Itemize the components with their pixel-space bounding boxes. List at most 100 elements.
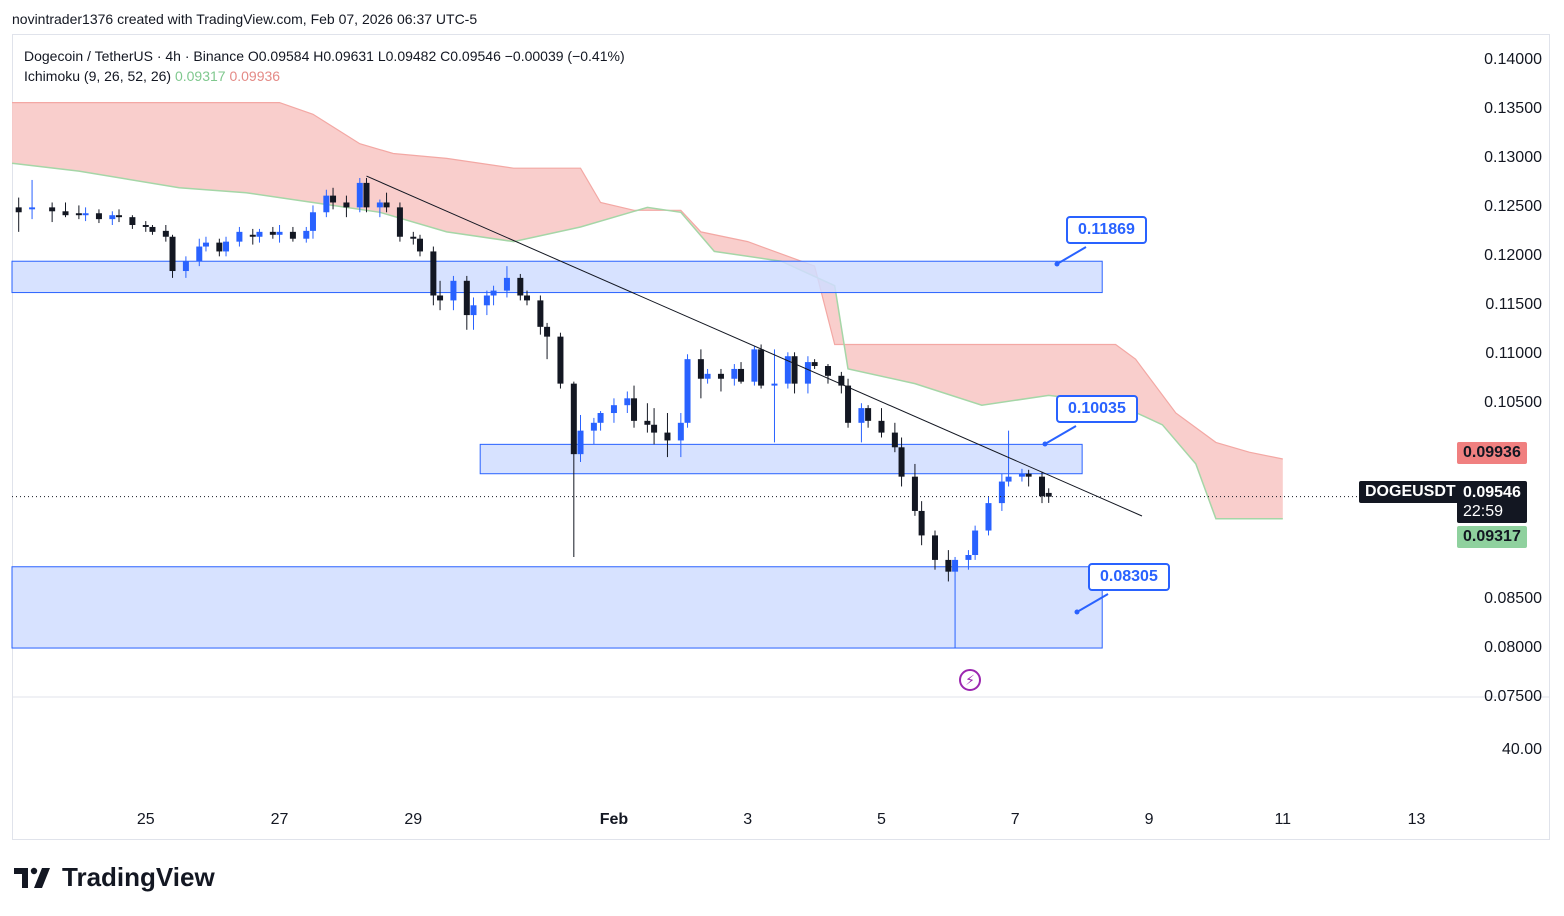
time-tick-label: 3	[743, 811, 753, 828]
callout-upper[interactable]: 0.11869	[1066, 216, 1147, 244]
candle-body	[223, 241, 230, 252]
candle-body	[898, 447, 905, 477]
candle-body	[1025, 473, 1032, 477]
candle-body	[557, 336, 564, 384]
candle-body	[838, 375, 845, 386]
candle-body	[570, 383, 577, 455]
candle-body	[202, 242, 209, 247]
time-tick-label: 11	[1274, 811, 1292, 828]
price-tick-label: 0.14000	[1484, 51, 1542, 69]
candle-body	[811, 362, 818, 367]
time-tick-label: 13	[1407, 811, 1426, 828]
candle-body	[610, 405, 617, 414]
callout-lower-anchor	[1074, 609, 1080, 615]
price-zone-1	[11, 260, 1103, 294]
time-tick-label: 9	[1144, 811, 1154, 828]
candle-body	[463, 280, 470, 316]
candle-body	[269, 231, 276, 235]
candle-body	[804, 362, 811, 384]
bar-countdown: 22:59	[1463, 503, 1504, 520]
candle-body	[751, 349, 758, 382]
candle-body	[82, 213, 89, 216]
candle-body	[918, 510, 925, 536]
candle-body	[216, 242, 223, 252]
cloud-bottom-price-tag: 0.09317	[1457, 526, 1527, 548]
callout-upper-leader	[1056, 246, 1087, 265]
price-tick-label: 0.11500	[1485, 296, 1542, 314]
price-tick-label: 0.12000	[1484, 247, 1542, 265]
candle-body	[343, 202, 350, 208]
time-tick-label: 7	[1010, 811, 1020, 828]
candle-body	[771, 383, 778, 386]
candle-body	[590, 422, 597, 431]
candle-body	[116, 215, 123, 218]
candle-body	[256, 231, 263, 237]
indicator-legend[interactable]: Ichimoku (9, 26, 52, 26) 0.09317 0.09936	[24, 66, 625, 86]
candle-body	[62, 211, 69, 216]
candle-body	[330, 195, 337, 203]
candle-body	[490, 290, 497, 296]
drawing-lines	[12, 175, 1452, 615]
ichimoku-cloud-area	[12, 102, 1283, 519]
callout-lower[interactable]: 0.08305	[1088, 563, 1170, 591]
price-tick-label: 0.11000	[1485, 345, 1542, 363]
candle-body	[697, 359, 704, 379]
candle-body	[15, 207, 22, 213]
candle-body	[182, 261, 189, 272]
candle-body	[363, 182, 370, 208]
last-price-value: 0.09546	[1463, 484, 1521, 501]
candle-body	[376, 202, 383, 208]
candle-body	[865, 408, 872, 421]
tradingview-logo-icon	[14, 867, 50, 888]
callout-middle[interactable]: 0.10035	[1056, 395, 1138, 423]
candle-body	[95, 213, 102, 220]
candle-body	[276, 231, 283, 235]
candle-body	[410, 236, 417, 239]
candle-body	[945, 559, 952, 572]
candle-body	[149, 226, 156, 232]
candle-body	[791, 356, 798, 384]
symbol-tag: DOGEUSDT	[1359, 481, 1462, 503]
candle-body	[517, 277, 524, 296]
price-tick-label: 0.13000	[1484, 149, 1542, 167]
time-tick-label: Feb	[599, 811, 629, 828]
price-tick-label: 0.12500	[1484, 198, 1542, 216]
candle-body	[684, 359, 691, 423]
candle-body	[965, 555, 972, 560]
price-zone-2	[479, 443, 1083, 475]
candle-body	[677, 422, 684, 441]
symbol-info: Dogecoin / TetherUS · 4h · Binance O0.09…	[24, 48, 625, 64]
time-tick-label: 25	[136, 811, 155, 828]
callout-middle-leader	[1044, 425, 1077, 445]
candle-body	[717, 373, 724, 379]
candle-body	[289, 231, 296, 239]
brand-name: TradingView	[62, 862, 215, 892]
candle-body	[845, 385, 852, 423]
price-tick-label: 0.13500	[1484, 100, 1542, 118]
chart-frame	[12, 34, 1550, 840]
last-price-tag: 0.09546 22:59	[1457, 481, 1527, 523]
candle-body	[824, 366, 831, 376]
candle-body	[597, 413, 604, 423]
candle-body	[49, 207, 56, 212]
candle-body	[972, 530, 979, 556]
candle-body	[1045, 492, 1052, 497]
candle-body	[704, 373, 711, 379]
candle-body	[249, 234, 256, 237]
candle-body	[196, 246, 203, 262]
lightning-icon[interactable]: ⚡	[959, 669, 981, 691]
brand-logo[interactable]: TradingView	[14, 862, 215, 893]
candle-body	[784, 356, 791, 384]
candle-body	[450, 280, 457, 301]
candle-body	[998, 481, 1005, 504]
time-tick-label: 5	[877, 811, 886, 828]
candle-body	[952, 559, 959, 572]
candle-body	[437, 295, 444, 301]
candle-body	[985, 503, 992, 531]
price-tick-label: 0.07500	[1484, 688, 1542, 705]
candle-body	[524, 295, 531, 301]
candle-body	[470, 305, 477, 316]
candle-body	[396, 207, 403, 237]
candle-body	[624, 398, 631, 406]
